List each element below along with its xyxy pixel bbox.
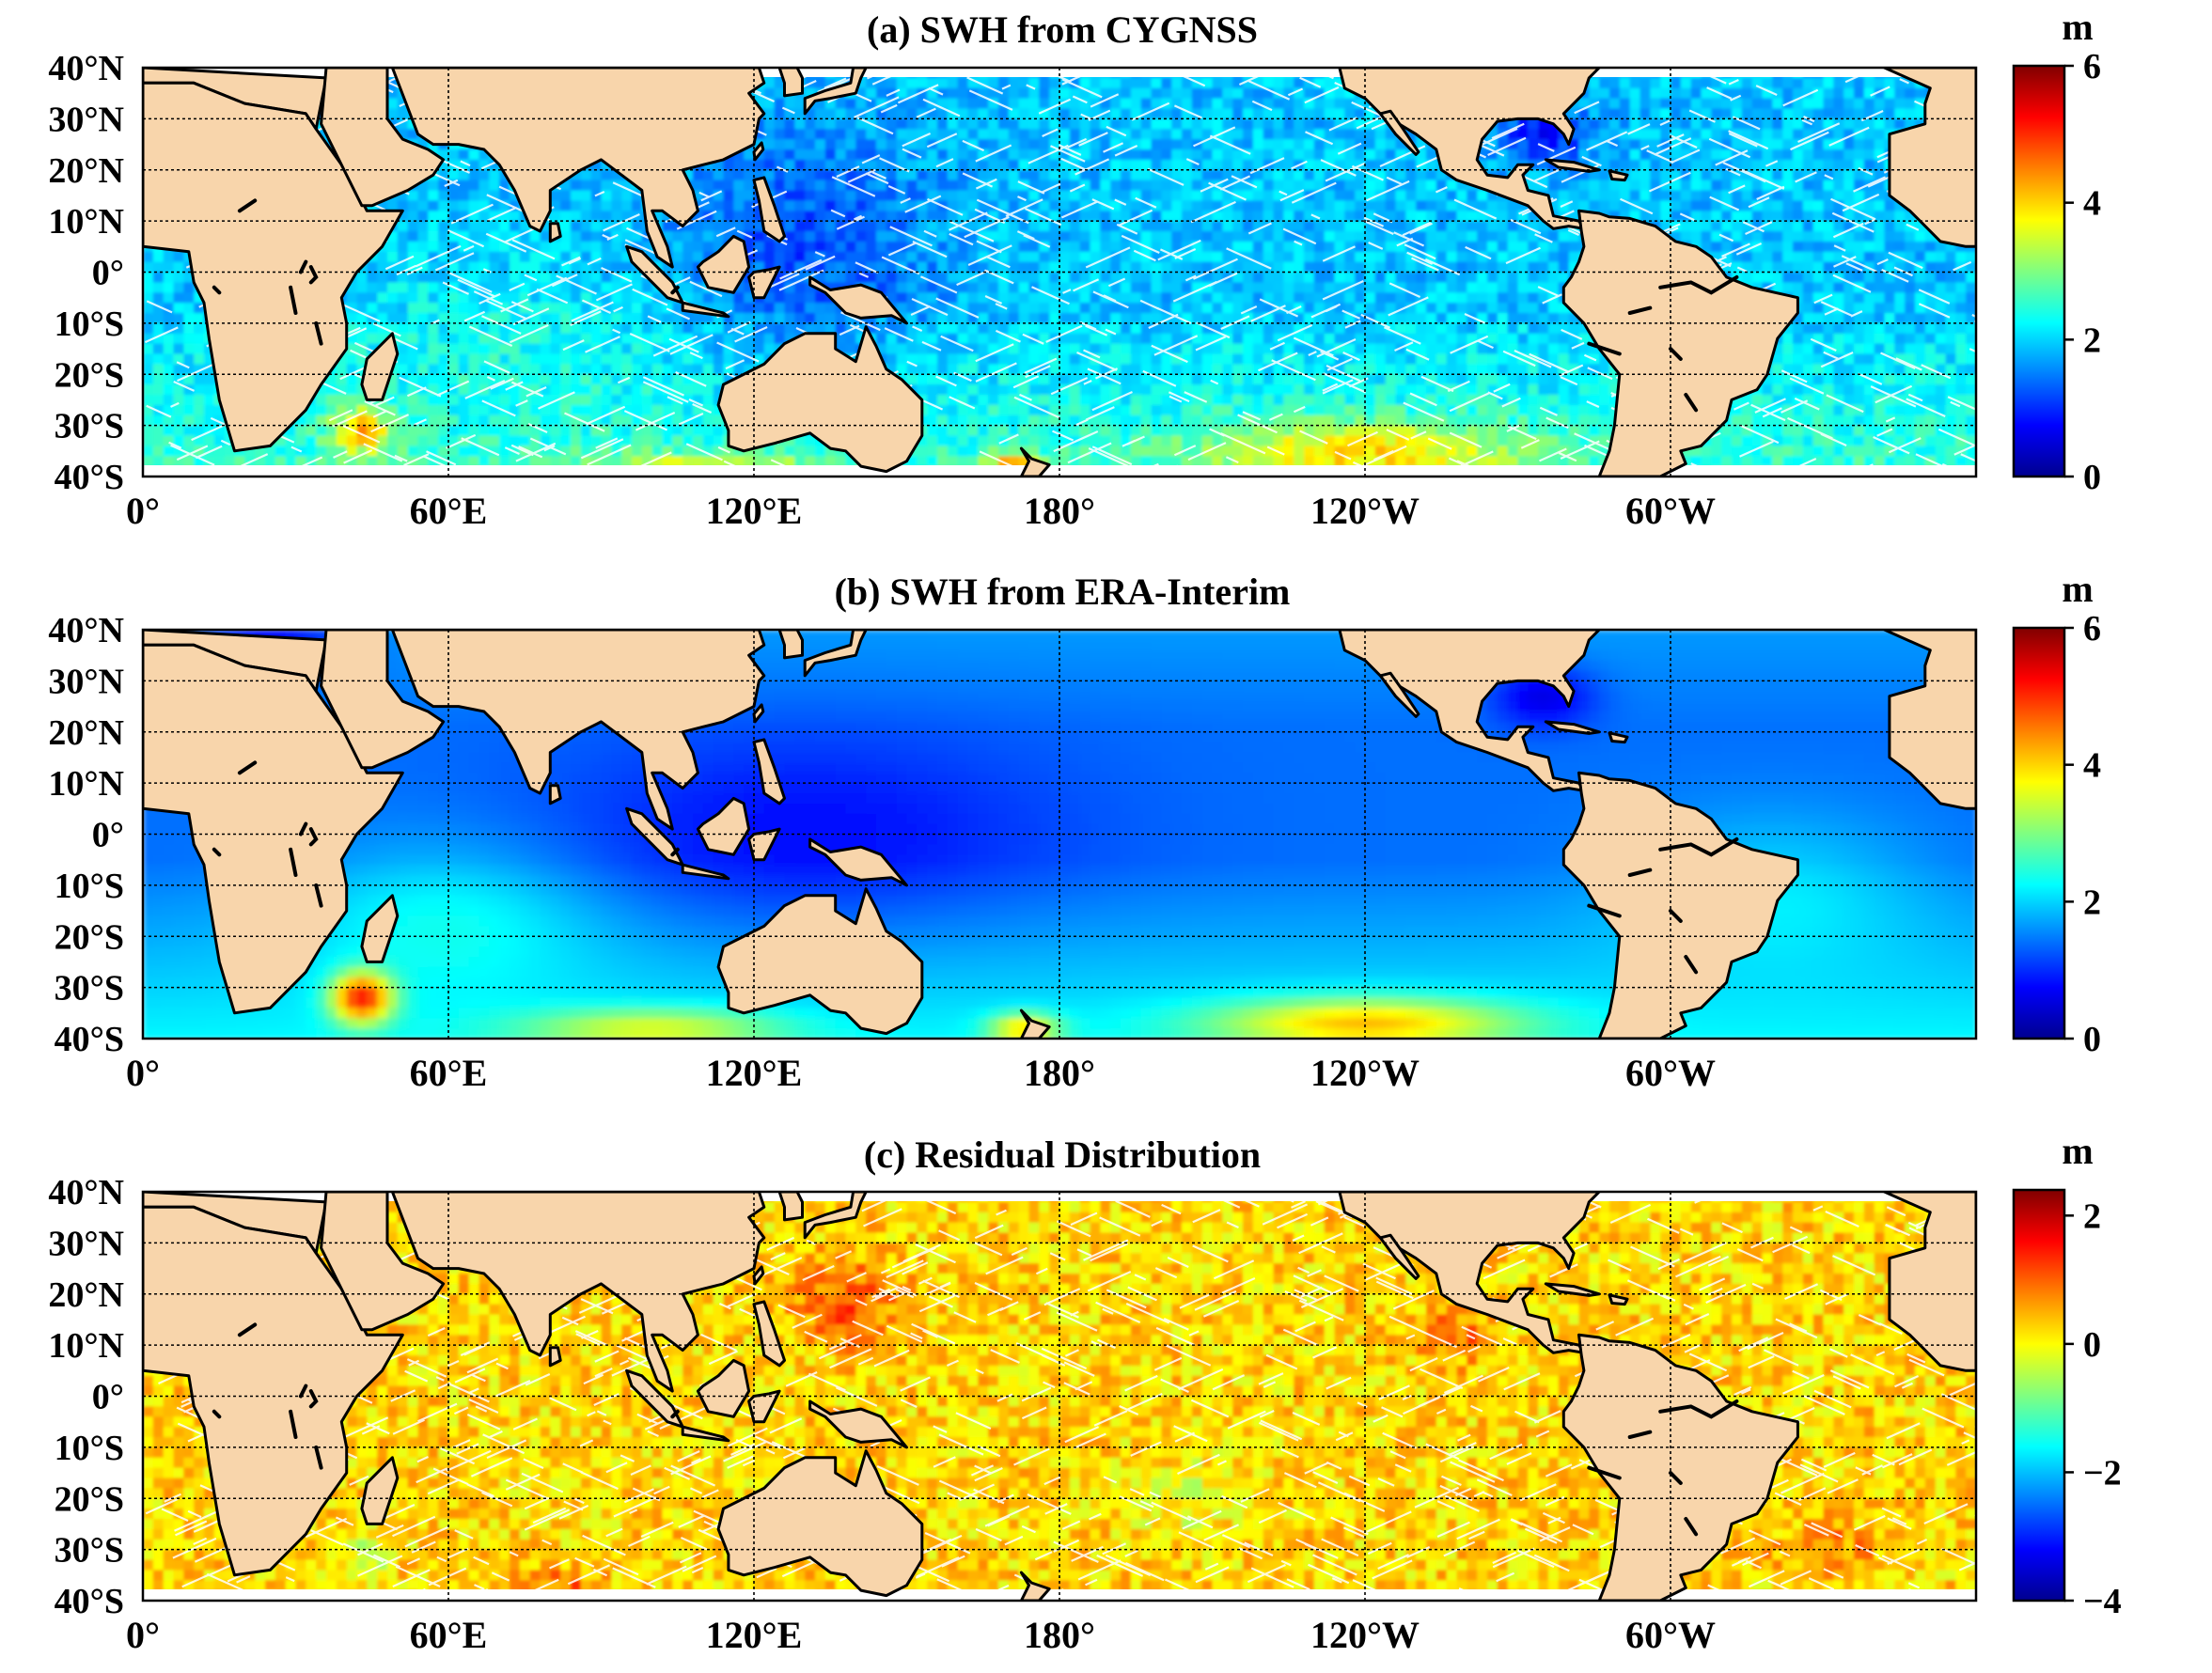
colorbar-tick-label: 4 xyxy=(2083,746,2101,786)
colorbar-a: 6 4 2 0 xyxy=(2012,47,2101,497)
land-masses xyxy=(143,68,1976,477)
lon-tick-label: 180° xyxy=(1024,1052,1095,1094)
lat-tick-label: 0° xyxy=(92,254,124,293)
lat-tick-label: 20°N xyxy=(48,713,124,753)
lat-tick-label: 40°S xyxy=(55,458,124,497)
lat-tick-label: 30°S xyxy=(55,407,124,446)
panel-title-a: (a) SWH from CYGNSS xyxy=(867,8,1258,51)
lat-tick-label: 30°S xyxy=(55,969,124,1008)
colorbar-tick-label: 6 xyxy=(2083,609,2101,649)
lat-tick-label: 20°S xyxy=(55,1479,124,1519)
lon-tick-label: 120°W xyxy=(1310,1614,1420,1656)
lon-tick-label: 120°E xyxy=(706,490,803,532)
colorbar-gradient xyxy=(2012,64,2066,478)
map-a xyxy=(141,66,1978,478)
lon-tick-label: 60°E xyxy=(410,1052,488,1094)
lon-tick-label: 60°E xyxy=(410,490,488,532)
colorbar-tick-label: 0 xyxy=(2083,1020,2101,1059)
lat-tick-label: 30°N xyxy=(48,100,124,139)
lat-tick-label: 0° xyxy=(92,816,124,855)
lon-tick-label: 120°E xyxy=(706,1052,803,1094)
lon-tick-label: 60°W xyxy=(1625,1614,1716,1656)
lat-axis-c: 40°N 30°N 20°N 10°N 0° 10°S 20°S 30°S 40°S xyxy=(48,1173,124,1621)
lat-tick-label: 10°N xyxy=(48,764,124,804)
lon-axis-b: 0° 60°E 120°E 180° 120°W 60°W xyxy=(126,1052,1716,1094)
colorbar-tick-label: 6 xyxy=(2083,47,2101,86)
lon-tick-label: 120°W xyxy=(1310,1052,1420,1094)
lat-tick-label: 10°N xyxy=(48,1326,124,1366)
colorbar-gradient xyxy=(2012,1188,2066,1603)
lat-tick-label: 40°N xyxy=(48,1173,124,1212)
panel-title-b: (b) SWH from ERA-Interim xyxy=(835,571,1291,613)
graticule xyxy=(143,630,1976,1039)
colorbar-tick-label: 4 xyxy=(2083,184,2101,224)
colorbar-gradient xyxy=(2012,626,2066,1040)
lat-axis-b: 40°N 30°N 20°N 10°N 0° 10°S 20°S 30°S 40°S xyxy=(48,611,124,1059)
colorbar-tick-label: −2 xyxy=(2083,1453,2122,1493)
lat-tick-label: 30°N xyxy=(48,1224,124,1263)
colorbar-tick-label: 2 xyxy=(2083,883,2101,922)
graticule xyxy=(143,1192,1976,1601)
lon-tick-label: 0° xyxy=(126,1052,160,1094)
lon-axis-a: 0° 60°E 120°E 180° 120°W 60°W xyxy=(126,490,1716,532)
map-c xyxy=(141,1190,1978,1603)
lat-tick-label: 30°N xyxy=(48,662,124,701)
lat-tick-label: 40°S xyxy=(55,1020,124,1059)
lat-tick-label: 0° xyxy=(92,1378,124,1417)
colorbar-unit-a: m xyxy=(2062,6,2093,48)
lon-tick-label: 120°W xyxy=(1310,490,1420,532)
colorbar-tick-label: 2 xyxy=(2083,321,2101,360)
lat-tick-label: 20°S xyxy=(55,917,124,957)
lat-tick-label: 40°N xyxy=(48,611,124,650)
lat-tick-label: 30°S xyxy=(55,1531,124,1571)
panel-b: (b) SWH from ERA-Interim 40°N 30°N 20°N 10°… xyxy=(48,568,2101,1094)
colorbar-tick-label: −4 xyxy=(2083,1582,2122,1621)
lat-axis-a: 40°N 30°N 20°N 10°N 0° 10°S 20°S 30°S 40°S xyxy=(48,49,124,497)
lon-tick-label: 0° xyxy=(126,1614,160,1656)
colorbar-tick-label: 0 xyxy=(2083,458,2101,497)
graticule xyxy=(143,68,1976,477)
lat-tick-label: 10°N xyxy=(48,202,124,242)
lat-tick-label: 20°N xyxy=(48,1275,124,1315)
land-masses xyxy=(143,1192,1976,1601)
lon-tick-label: 60°W xyxy=(1625,490,1716,532)
map-b xyxy=(141,628,1978,1040)
panel-a: (a) SWH from CYGNSS 40°N 30°N 20°N 10°N 0° 10… xyxy=(48,6,2101,532)
lon-tick-label: 60°E xyxy=(410,1614,488,1656)
lat-tick-label: 20°N xyxy=(48,151,124,191)
lat-tick-label: 10°S xyxy=(55,867,124,906)
colorbar-tick-label: 0 xyxy=(2083,1325,2101,1365)
lon-tick-label: 120°E xyxy=(706,1614,803,1656)
lat-tick-label: 40°S xyxy=(55,1582,124,1621)
colorbar-b: 6 4 2 0 xyxy=(2012,609,2101,1059)
lon-axis-c: 0° 60°E 120°E 180° 120°W 60°W xyxy=(126,1614,1716,1656)
colorbar-unit-c: m xyxy=(2062,1130,2093,1172)
lon-tick-label: 60°W xyxy=(1625,1052,1716,1094)
lat-tick-label: 20°S xyxy=(55,355,124,395)
land-masses xyxy=(143,630,1976,1039)
panel-c: (c) Residual Distribution 40°N 30°N 20°N 10… xyxy=(48,1130,2121,1656)
lat-tick-label: 10°S xyxy=(55,305,124,344)
lon-tick-label: 0° xyxy=(126,490,160,532)
lon-tick-label: 180° xyxy=(1024,490,1095,532)
colorbar-c: 2 0 −2 −4 xyxy=(2012,1188,2122,1621)
lat-tick-label: 10°S xyxy=(55,1429,124,1468)
colorbar-unit-b: m xyxy=(2062,568,2093,610)
colorbar-tick-label: 2 xyxy=(2083,1196,2101,1236)
lat-tick-label: 40°N xyxy=(48,49,124,88)
lon-tick-label: 180° xyxy=(1024,1614,1095,1656)
panel-title-c: (c) Residual Distribution xyxy=(864,1134,1261,1176)
